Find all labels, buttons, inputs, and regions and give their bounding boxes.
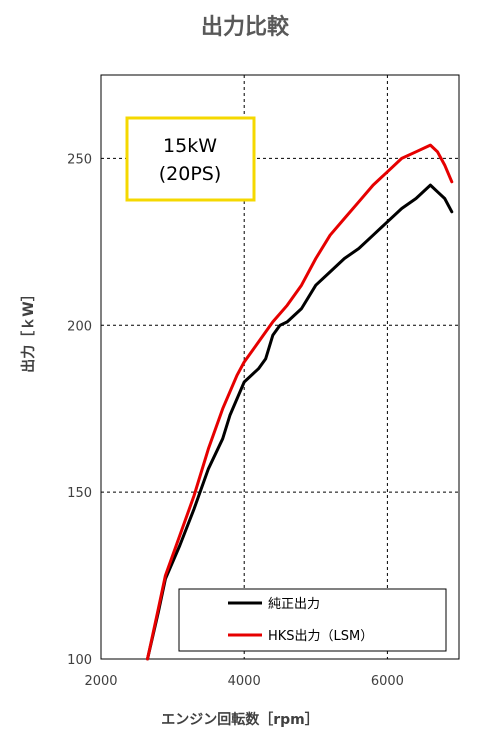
x-tick-label: 4000	[228, 674, 261, 689]
y-axis-label: 出力［ｋW］	[20, 287, 37, 372]
y-tick-label: 100	[67, 653, 92, 668]
x-axis-label: エンジン回転数［rpm］	[161, 711, 319, 728]
x-tick-label: 6000	[371, 674, 404, 689]
x-tick-labels: 2000 4000 6000	[84, 674, 403, 689]
legend: 純正出力 HKS出力（LSM）	[178, 588, 447, 652]
legend-label-series-1: 純正出力	[268, 597, 320, 612]
y-tick-label: 150	[67, 486, 92, 501]
series-line-2	[146, 143, 454, 661]
legend-box	[178, 588, 447, 652]
annotation-border	[125, 116, 256, 202]
x-tick-label: 2000	[84, 674, 117, 689]
annotation-line-2: (20PS)	[159, 163, 222, 185]
chart-title: 出力比較	[201, 14, 290, 40]
annotation-box: 15kW (20PS)	[125, 116, 256, 202]
series-line-1	[146, 183, 454, 661]
series-lines	[146, 143, 454, 661]
y-tick-label: 200	[67, 319, 92, 334]
annotation-line-1: 15kW	[163, 135, 217, 157]
legend-label-series-2: HKS出力（LSM）	[268, 629, 373, 644]
y-tick-labels: 100 150 200 250	[67, 152, 92, 668]
y-tick-label: 250	[67, 152, 92, 167]
